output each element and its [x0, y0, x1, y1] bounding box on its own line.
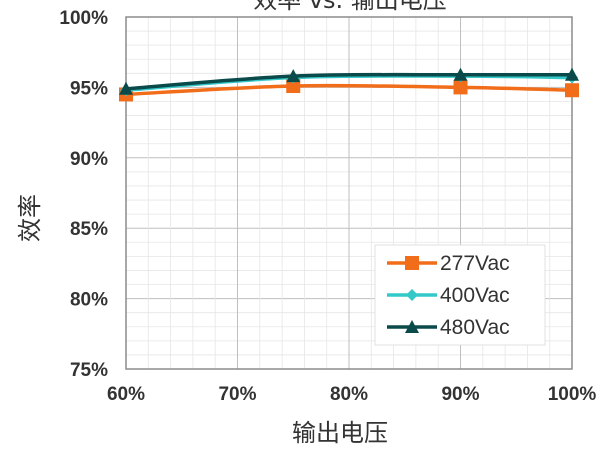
series	[119, 67, 579, 102]
x-tick-label: 100%	[548, 384, 597, 405]
data-point-480vac	[286, 69, 301, 83]
y-tick-label: 75%	[70, 360, 108, 381]
legend-label-400vac: 400Vac	[440, 284, 510, 307]
x-tick-label: 60%	[107, 384, 145, 405]
y-axis-title: 效率	[16, 194, 44, 242]
x-tick-label: 90%	[441, 384, 479, 405]
legend-marker-277vac	[405, 256, 419, 270]
plot-area	[125, 16, 573, 370]
chart-title: 效率 vs. 输出电压	[253, 0, 447, 14]
legend-label-480vac: 480Vac	[440, 316, 510, 339]
x-tick-label: 80%	[330, 384, 368, 405]
x-axis-title: 输出电压	[292, 419, 388, 447]
y-tick-label: 90%	[70, 149, 108, 170]
data-point-277vac	[453, 80, 468, 95]
y-tick-label: 85%	[70, 219, 108, 240]
series-line-277vac	[125, 83, 573, 97]
y-tick-label: 80%	[70, 290, 108, 311]
data-point-480vac	[119, 81, 133, 95]
data-point-277vac	[565, 83, 579, 98]
legend: 277Vac 400Vac 480Vac	[374, 244, 546, 346]
x-tick-label: 70%	[218, 384, 256, 405]
series-line-480vac	[125, 72, 573, 91]
data-point-480vac	[565, 67, 579, 81]
tick-labels: 75% 80% 85% 90% 95% 100% 60% 70% 80% 90% 100%	[59, 8, 596, 405]
data-point-480vac	[453, 67, 468, 81]
y-tick-label: 100%	[59, 8, 108, 29]
legend-label-277vac: 277Vac	[440, 252, 510, 275]
legend-marker-400vac	[406, 289, 418, 301]
y-tick-label: 95%	[70, 78, 108, 99]
data-point-277vac	[286, 78, 301, 93]
legend-marker-480vac	[405, 320, 419, 333]
